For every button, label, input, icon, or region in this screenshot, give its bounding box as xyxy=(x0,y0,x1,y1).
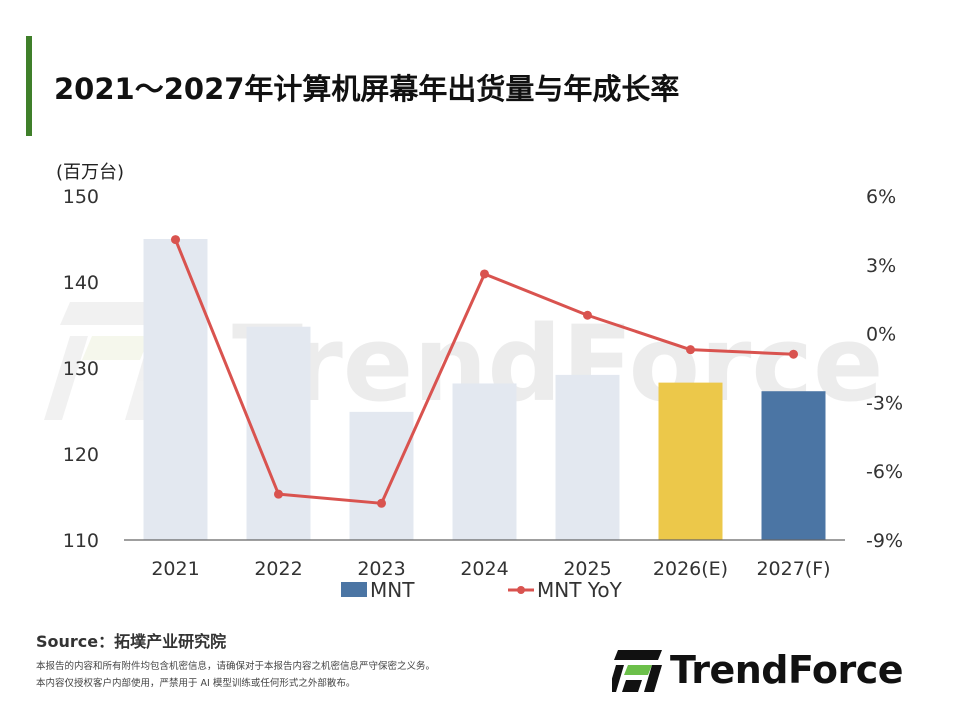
bar-2025 xyxy=(555,374,620,540)
right-tick-label: 6% xyxy=(866,186,896,208)
right-tick-label: 0% xyxy=(866,324,896,346)
left-axis-unit: (百万台) xyxy=(56,162,124,183)
legend-swatch-mnt xyxy=(341,582,367,597)
x-tick-label: 2021 xyxy=(151,558,199,580)
left-tick-label: 150 xyxy=(63,186,99,208)
bar-2022 xyxy=(246,326,311,540)
x-tick-label: 2023 xyxy=(357,558,405,580)
bar-2027(F) xyxy=(761,391,826,540)
x-tick-label: 2024 xyxy=(460,558,508,580)
yoy-point-2025 xyxy=(583,310,592,320)
right-tick-label: -6% xyxy=(866,461,903,483)
x-tick-label: 2026(E) xyxy=(653,558,728,580)
right-tick-label: -9% xyxy=(866,530,903,552)
page-title: 2021～2027年计算机屏幕年出货量与年成长率 xyxy=(54,72,680,106)
x-tick-label: 2022 xyxy=(254,558,302,580)
bar-2026(E) xyxy=(658,382,723,540)
left-tick-label: 140 xyxy=(63,272,99,294)
right-tick-label: 3% xyxy=(866,255,896,277)
trendforce-logo: TrendForce xyxy=(612,648,932,694)
yoy-point-2027(F) xyxy=(789,349,798,359)
source-note: Source：拓墣产业研究院 xyxy=(36,632,227,651)
bar-2023 xyxy=(349,411,414,540)
yoy-point-2022 xyxy=(274,489,283,499)
trendforce-logo-text: TrendForce xyxy=(670,648,904,692)
legend-swatch-yoy-marker xyxy=(517,586,525,594)
disclaimer-line-2: 本内容仅授权客户内部使用，严禁用于 AI 模型训练或任何形式之外部散布。 xyxy=(36,678,356,689)
accent-bar xyxy=(26,36,32,136)
right-tick-label: -3% xyxy=(866,392,903,414)
legend-label-mnt: MNT xyxy=(370,578,415,602)
left-tick-label: 120 xyxy=(63,444,99,466)
disclaimer-line-1: 本报告的内容和所有附件均包含机密信息，请确保对于本报告内容之机密信息严守保密之义… xyxy=(36,661,436,672)
yoy-point-2026(E) xyxy=(686,345,695,355)
yoy-point-2024 xyxy=(480,269,489,279)
legend-label-yoy: MNT YoY xyxy=(537,578,623,602)
trendforce-logo-icon xyxy=(612,650,662,692)
x-tick-label: 2027(F) xyxy=(756,558,830,580)
left-tick-label: 130 xyxy=(63,358,99,380)
yoy-point-2021 xyxy=(171,235,180,245)
left-tick-label: 110 xyxy=(63,530,99,552)
legend: MNT MNT YoY xyxy=(341,578,623,602)
x-tick-label: 2025 xyxy=(563,558,611,580)
yoy-point-2023 xyxy=(377,498,386,508)
bar-2021 xyxy=(143,239,208,540)
bar-2024 xyxy=(452,383,517,540)
